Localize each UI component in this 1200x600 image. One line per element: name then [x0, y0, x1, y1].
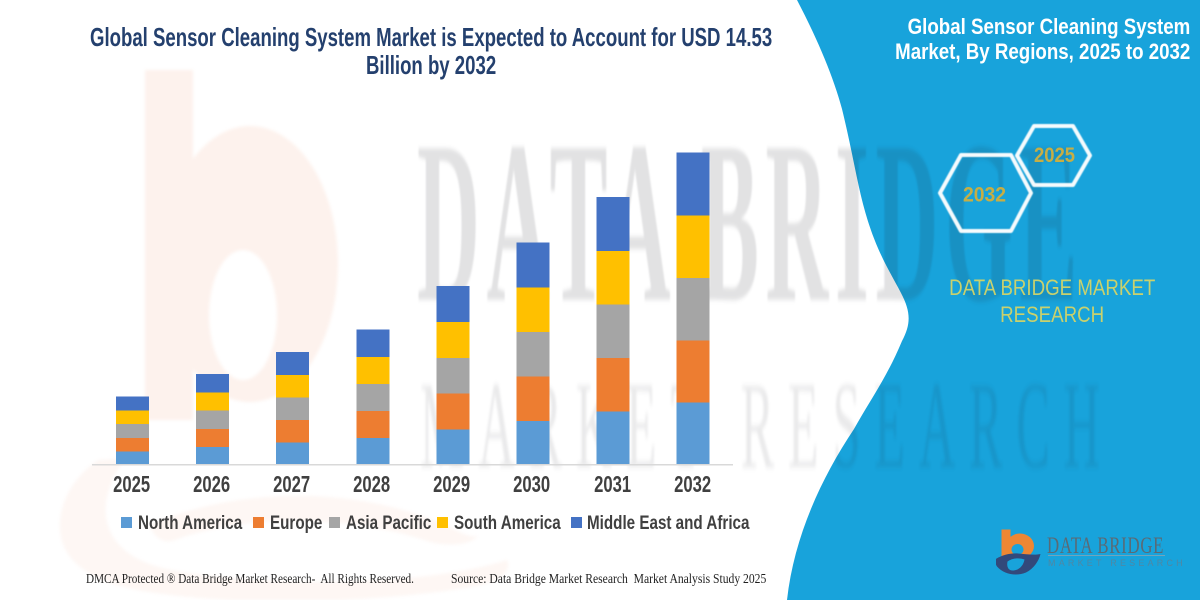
svg-text:DATA BRIDGE: DATA BRIDGE: [1047, 534, 1164, 559]
svg-text:2032: 2032: [963, 183, 1006, 207]
svg-text:2025: 2025: [1034, 143, 1075, 167]
svg-text:MARKET RESEARCH: MARKET RESEARCH: [1048, 558, 1186, 568]
